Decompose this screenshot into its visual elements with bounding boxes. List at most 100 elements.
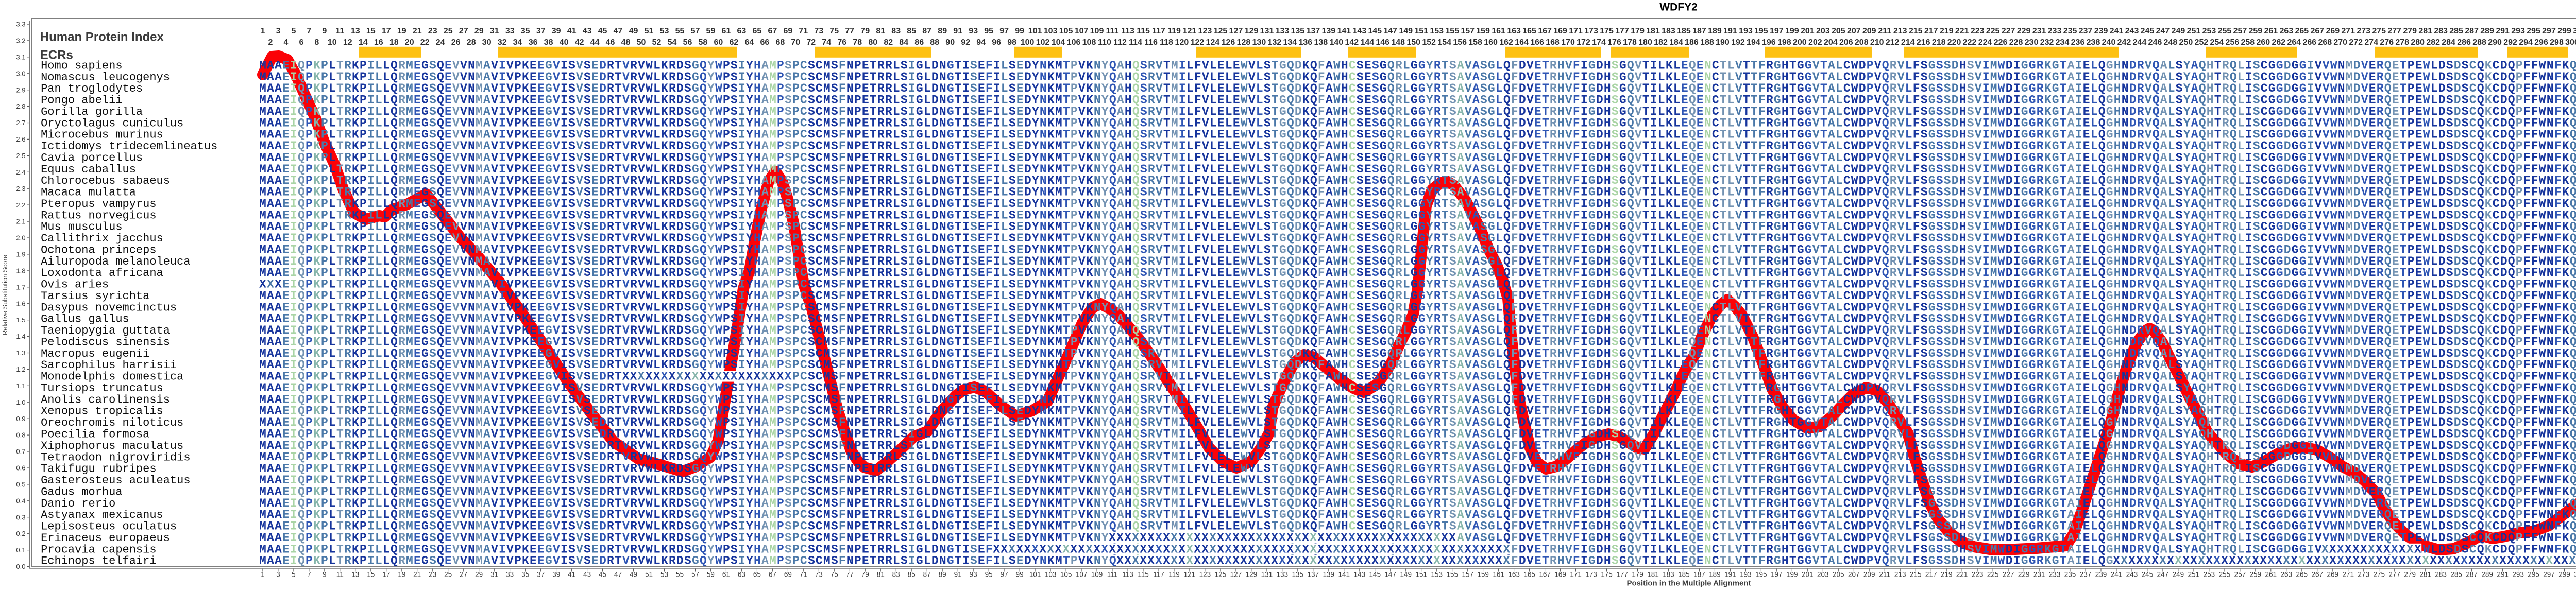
svg-text:77: 77 <box>846 571 854 579</box>
svg-text:282: 282 <box>2426 38 2440 47</box>
svg-text:1: 1 <box>261 571 265 579</box>
svg-text:195: 195 <box>1754 27 1768 36</box>
svg-text:Cavia porcellus: Cavia porcellus <box>41 151 143 164</box>
svg-text:83: 83 <box>892 571 900 579</box>
svg-text:267: 267 <box>2310 27 2324 36</box>
svg-text:14: 14 <box>359 38 368 47</box>
svg-text:63: 63 <box>737 27 747 36</box>
svg-text:115: 115 <box>1137 27 1150 36</box>
svg-text:120: 120 <box>1175 38 1189 47</box>
svg-text:241: 241 <box>2111 571 2123 579</box>
svg-text:183: 183 <box>1662 27 1675 36</box>
svg-text:294: 294 <box>2519 38 2533 47</box>
svg-text:107: 107 <box>1075 27 1089 36</box>
svg-text:145: 145 <box>1369 571 1381 579</box>
svg-text:38: 38 <box>544 38 553 47</box>
svg-text:143: 143 <box>1354 571 1366 579</box>
svg-text:117: 117 <box>1152 27 1165 36</box>
svg-text:244: 244 <box>2133 38 2147 47</box>
svg-text:207: 207 <box>1847 27 1861 36</box>
svg-text:249: 249 <box>2173 571 2184 579</box>
svg-text:176: 176 <box>1607 38 1621 47</box>
svg-text:223: 223 <box>1972 571 1984 579</box>
svg-text:125: 125 <box>1214 27 1228 36</box>
svg-text:0.9: 0.9 <box>16 415 25 423</box>
svg-text:95: 95 <box>985 571 993 579</box>
svg-text:257: 257 <box>2233 27 2247 36</box>
svg-text:87: 87 <box>922 27 931 36</box>
svg-text:217: 217 <box>1925 571 1937 579</box>
svg-text:XXXXXXXXXXXXX: XXXXXXXXXXXXX <box>2321 543 2422 556</box>
svg-text:170: 170 <box>1561 38 1575 47</box>
svg-text:Anolis carolinensis: Anolis carolinensis <box>41 393 170 406</box>
svg-text:169: 169 <box>1553 27 1567 36</box>
svg-text:Macropus eugenii: Macropus eugenii <box>41 347 149 360</box>
svg-text:115: 115 <box>1138 571 1149 579</box>
svg-text:1.3: 1.3 <box>16 349 25 357</box>
svg-text:239: 239 <box>2095 571 2107 579</box>
svg-text:286: 286 <box>2457 38 2471 47</box>
svg-text:Gasterosteus aculeatus: Gasterosteus aculeatus <box>41 474 190 487</box>
svg-text:89: 89 <box>938 27 947 36</box>
svg-text:85: 85 <box>907 27 916 36</box>
svg-text:127: 127 <box>1230 571 1242 579</box>
svg-text:Microcebus murinus: Microcebus murinus <box>41 129 163 142</box>
svg-text:60: 60 <box>714 38 723 47</box>
svg-text:84: 84 <box>899 38 908 47</box>
svg-text:188: 188 <box>1700 38 1714 47</box>
svg-text:40: 40 <box>560 38 569 47</box>
svg-text:289: 289 <box>2480 27 2494 36</box>
svg-text:210: 210 <box>1870 38 1884 47</box>
svg-text:224: 224 <box>1978 38 1992 47</box>
svg-text:227: 227 <box>2003 571 2014 579</box>
svg-text:301: 301 <box>2573 27 2576 36</box>
svg-text:Xenopus tropicalis: Xenopus tropicalis <box>41 405 163 418</box>
svg-text:13: 13 <box>351 27 360 36</box>
svg-text:248: 248 <box>2164 38 2178 47</box>
svg-text:241: 241 <box>2110 27 2124 36</box>
svg-text:153: 153 <box>1431 571 1443 579</box>
svg-text:75: 75 <box>831 571 838 579</box>
svg-text:165: 165 <box>1523 571 1535 579</box>
svg-text:290: 290 <box>2488 38 2502 47</box>
svg-text:64: 64 <box>745 38 754 47</box>
svg-text:73: 73 <box>814 27 823 36</box>
svg-text:16: 16 <box>374 38 383 47</box>
svg-text:297: 297 <box>2542 27 2556 36</box>
svg-text:0.4: 0.4 <box>16 497 25 504</box>
svg-text:53: 53 <box>660 571 668 579</box>
svg-text:28: 28 <box>467 38 476 47</box>
svg-text:119: 119 <box>1168 571 1180 579</box>
svg-text:17: 17 <box>382 571 390 579</box>
svg-text:Xiphophorus maculatus: Xiphophorus maculatus <box>41 440 183 452</box>
svg-text:2.8: 2.8 <box>16 102 25 110</box>
svg-text:240: 240 <box>2102 38 2116 47</box>
svg-text:227: 227 <box>2002 27 2015 36</box>
svg-text:165: 165 <box>1522 27 1536 36</box>
svg-text:Homo sapiens: Homo sapiens <box>41 59 122 72</box>
svg-text:39: 39 <box>552 27 561 36</box>
svg-text:199: 199 <box>1786 571 1798 579</box>
svg-text:247: 247 <box>2156 27 2170 36</box>
svg-text:272: 272 <box>2349 38 2363 47</box>
svg-text:0.1: 0.1 <box>16 546 25 554</box>
svg-text:Gallus gallus: Gallus gallus <box>41 313 129 326</box>
svg-text:259: 259 <box>2250 571 2262 579</box>
svg-text:192: 192 <box>1731 38 1745 47</box>
svg-text:61: 61 <box>722 571 730 579</box>
svg-text:31: 31 <box>490 27 499 36</box>
svg-text:171: 171 <box>1569 27 1583 36</box>
svg-text:237: 237 <box>2080 571 2092 579</box>
svg-text:34: 34 <box>513 38 522 47</box>
svg-text:175: 175 <box>1600 27 1614 36</box>
svg-text:109: 109 <box>1090 27 1104 36</box>
svg-text:ECRs: ECRs <box>40 48 73 62</box>
svg-text:289: 289 <box>2481 571 2493 579</box>
svg-text:48: 48 <box>621 38 631 47</box>
svg-text:221: 221 <box>1956 571 1968 579</box>
svg-text:277: 277 <box>2387 27 2401 36</box>
svg-text:159: 159 <box>1476 27 1490 36</box>
svg-text:186: 186 <box>1685 38 1699 47</box>
svg-text:212: 212 <box>1886 38 1900 47</box>
svg-text:Mus musculus: Mus musculus <box>41 221 122 234</box>
